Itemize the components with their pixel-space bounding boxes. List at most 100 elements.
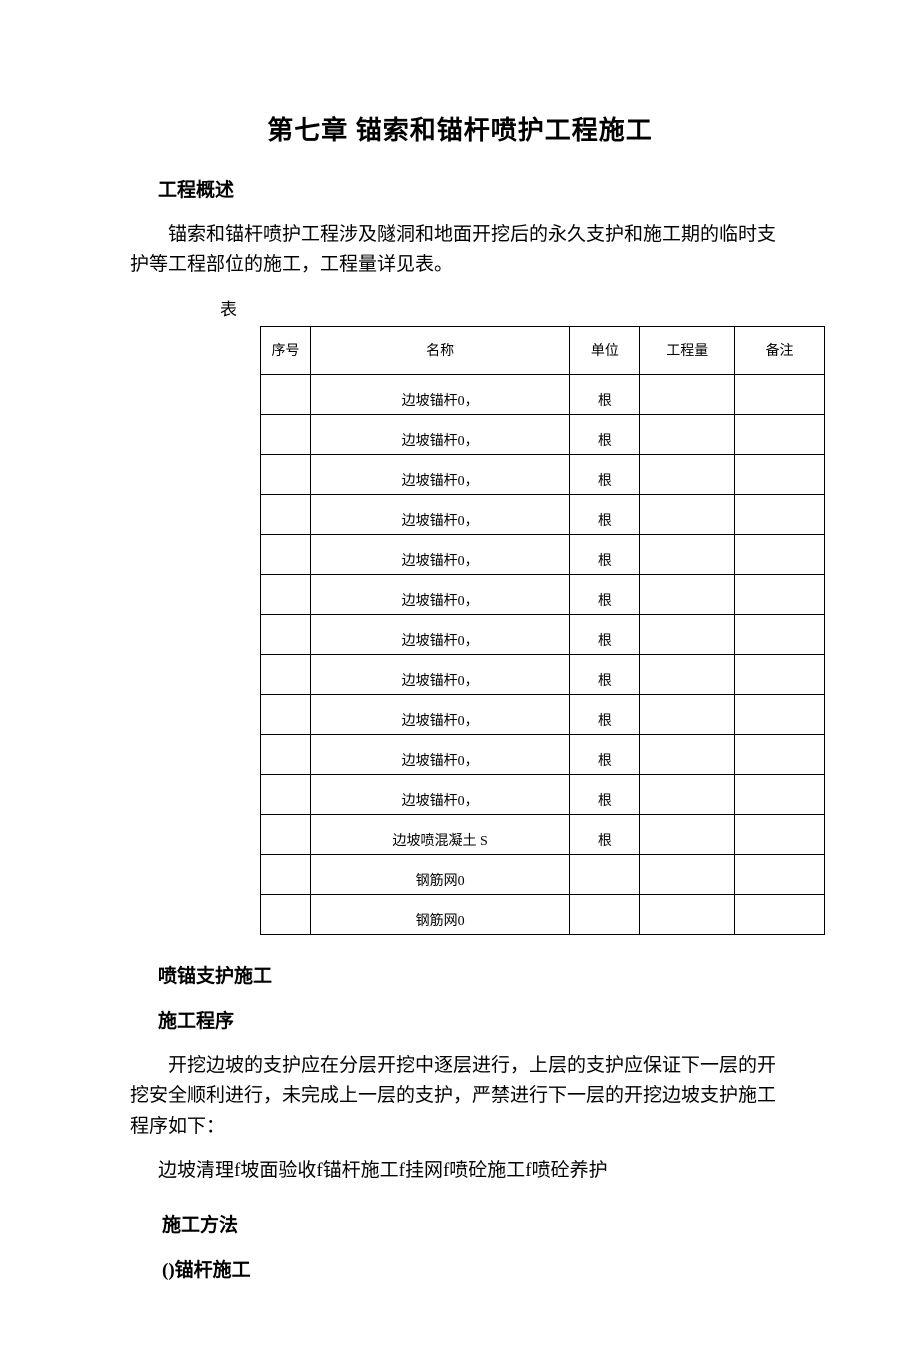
table-cell xyxy=(261,654,311,694)
table-cell: 根 xyxy=(570,654,640,694)
table-cell: 钢筋网0 xyxy=(310,854,570,894)
table-cell xyxy=(735,694,825,734)
table-row: 钢筋网0 xyxy=(261,894,825,934)
table-cell: 边坡锚杆0， xyxy=(310,574,570,614)
table-row: 边坡锚杆0，根 xyxy=(261,734,825,774)
table-cell xyxy=(640,814,735,854)
table-header-row: 序号 名称 单位 工程量 备注 xyxy=(261,326,825,374)
table-cell xyxy=(640,694,735,734)
table-cell: 边坡锚杆0， xyxy=(310,414,570,454)
col-header-seq: 序号 xyxy=(261,326,311,374)
table-cell xyxy=(261,774,311,814)
table-cell xyxy=(261,534,311,574)
table-cell xyxy=(640,894,735,934)
table-row: 边坡锚杆0，根 xyxy=(261,414,825,454)
table-cell: 根 xyxy=(570,454,640,494)
table-cell: 根 xyxy=(570,774,640,814)
table-cell xyxy=(261,694,311,734)
table-cell xyxy=(261,894,311,934)
table-row: 边坡喷混凝土 S根 xyxy=(261,814,825,854)
quantities-table: 序号 名称 单位 工程量 备注 边坡锚杆0，根边坡锚杆0，根边坡锚杆0，根边坡锚… xyxy=(260,326,825,935)
table-cell xyxy=(735,574,825,614)
col-header-qty: 工程量 xyxy=(640,326,735,374)
table-row: 边坡锚杆0，根 xyxy=(261,774,825,814)
table-cell: 根 xyxy=(570,494,640,534)
table-cell xyxy=(735,854,825,894)
table-cell xyxy=(570,894,640,934)
section-overview-heading: 工程概述 xyxy=(130,175,790,202)
table-cell: 根 xyxy=(570,534,640,574)
table-cell xyxy=(735,894,825,934)
table-cell xyxy=(640,534,735,574)
table-cell xyxy=(735,814,825,854)
subsection-method-heading: 施工方法 xyxy=(130,1210,790,1237)
table-cell xyxy=(640,414,735,454)
table-cell: 边坡锚杆0， xyxy=(310,694,570,734)
table-cell: 边坡锚杆0， xyxy=(310,374,570,414)
table-row: 钢筋网0 xyxy=(261,854,825,894)
table-cell xyxy=(640,774,735,814)
table-cell xyxy=(640,614,735,654)
table-cell: 边坡喷混凝土 S xyxy=(310,814,570,854)
table-cell: 根 xyxy=(570,614,640,654)
table-cell: 边坡锚杆0， xyxy=(310,534,570,574)
procedure-paragraph: 开挖边坡的支护应在分层开挖中逐层进行，上层的支护应保证下一层的开挖安全顺利进行，… xyxy=(130,1051,790,1142)
table-cell: 边坡锚杆0， xyxy=(310,774,570,814)
table-cell xyxy=(570,854,640,894)
table-cell: 边坡锚杆0， xyxy=(310,454,570,494)
table-cell xyxy=(735,734,825,774)
table-cell: 边坡锚杆0， xyxy=(310,734,570,774)
table-cell: 根 xyxy=(570,414,640,454)
table-caption: 表 xyxy=(130,295,790,320)
table-cell xyxy=(735,614,825,654)
table-cell: 边坡锚杆0， xyxy=(310,494,570,534)
col-header-remark: 备注 xyxy=(735,326,825,374)
table-cell xyxy=(640,454,735,494)
table-cell: 边坡锚杆0， xyxy=(310,654,570,694)
table-cell xyxy=(640,734,735,774)
table-cell xyxy=(640,574,735,614)
table-cell xyxy=(261,734,311,774)
chapter-title: 第七章 锚索和锚杆喷护工程施工 xyxy=(130,110,790,147)
table-cell: 根 xyxy=(570,574,640,614)
table-cell: 根 xyxy=(570,814,640,854)
table-cell xyxy=(261,574,311,614)
table-row: 边坡锚杆0，根 xyxy=(261,374,825,414)
table-row: 边坡锚杆0，根 xyxy=(261,574,825,614)
table-cell xyxy=(735,494,825,534)
table-cell xyxy=(735,534,825,574)
table-cell xyxy=(735,654,825,694)
table-cell xyxy=(640,494,735,534)
table-row: 边坡锚杆0，根 xyxy=(261,654,825,694)
table-cell: 根 xyxy=(570,374,640,414)
table-cell xyxy=(735,774,825,814)
table-cell xyxy=(261,814,311,854)
table-cell xyxy=(640,654,735,694)
table-cell xyxy=(261,454,311,494)
overview-paragraph: 锚索和锚杆喷护工程涉及隧洞和地面开挖后的永久支护和施工期的临时支护等工程部位的施… xyxy=(130,220,790,281)
subsection-procedure-heading: 施工程序 xyxy=(130,1006,790,1033)
table-cell: 根 xyxy=(570,694,640,734)
table-cell xyxy=(735,454,825,494)
table-row: 边坡锚杆0，根 xyxy=(261,454,825,494)
process-flow-text: 边坡清理f坡面验收f锚杆施工f挂网f喷砼施工f喷砼养护 xyxy=(130,1156,790,1186)
table-cell xyxy=(261,414,311,454)
subsubsection-anchor-heading: ()锚杆施工 xyxy=(130,1255,790,1282)
table-cell xyxy=(640,374,735,414)
table-row: 边坡锚杆0，根 xyxy=(261,534,825,574)
table-row: 边坡锚杆0，根 xyxy=(261,494,825,534)
col-header-unit: 单位 xyxy=(570,326,640,374)
table-row: 边坡锚杆0，根 xyxy=(261,694,825,734)
table-cell xyxy=(261,854,311,894)
section-shotcrete-heading: 喷锚支护施工 xyxy=(130,961,790,988)
table-cell xyxy=(735,374,825,414)
col-header-name: 名称 xyxy=(310,326,570,374)
table-cell xyxy=(640,854,735,894)
table-cell xyxy=(735,414,825,454)
table-cell: 根 xyxy=(570,734,640,774)
table-cell: 边坡锚杆0， xyxy=(310,614,570,654)
table-cell: 钢筋网0 xyxy=(310,894,570,934)
table-row: 边坡锚杆0，根 xyxy=(261,614,825,654)
table-cell xyxy=(261,494,311,534)
table-cell xyxy=(261,374,311,414)
